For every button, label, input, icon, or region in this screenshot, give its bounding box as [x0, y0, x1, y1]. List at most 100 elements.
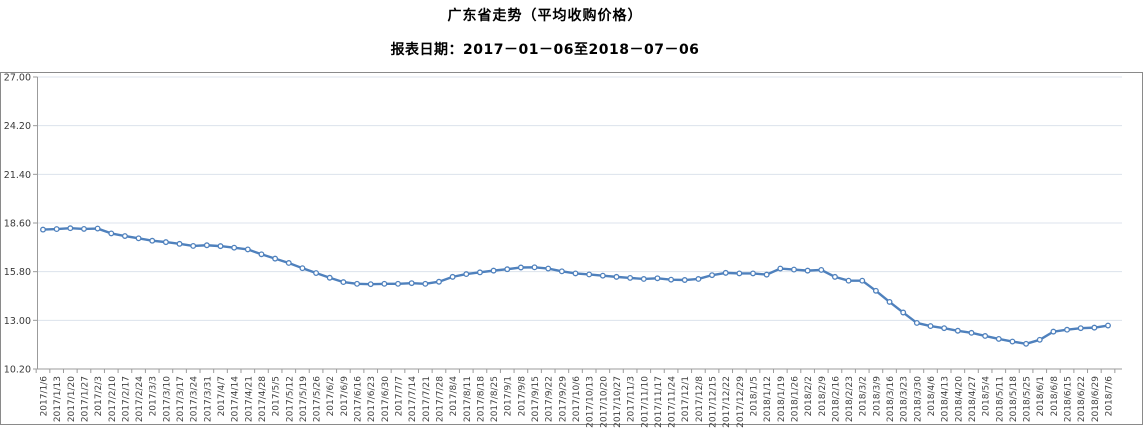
- y-axis-label: 13.00: [4, 316, 31, 327]
- data-point: [763, 271, 770, 278]
- data-point: [108, 230, 115, 237]
- data-point: [1050, 328, 1057, 335]
- x-axis-label: 2018/2/2: [804, 376, 814, 416]
- data-point: [1105, 322, 1111, 329]
- data-point: [695, 276, 702, 282]
- x-axis-label: 2018/3/16: [886, 376, 896, 422]
- x-axis-label: 2017/7/28: [435, 376, 445, 422]
- data-point: [777, 265, 784, 272]
- x-axis-label: 2018/5/11: [995, 376, 1005, 422]
- data-point: [872, 287, 879, 294]
- x-axis-label: 2017/5/26: [313, 376, 323, 422]
- data-point: [668, 276, 675, 283]
- data-point: [367, 281, 374, 288]
- x-axis-label: 2018/2/16: [831, 376, 841, 422]
- x-axis-label: 2018/2/9: [818, 376, 828, 417]
- x-axis-label: 2018/5/25: [1023, 376, 1033, 422]
- x-axis-label: 2017/8/18: [476, 376, 486, 422]
- data-point: [313, 270, 320, 277]
- x-axis-label: 2017/2/17: [121, 376, 131, 422]
- x-axis-label: 2017/6/2: [326, 376, 336, 416]
- x-axis-label: 2017/10/13: [586, 376, 596, 428]
- x-axis-label: 2018/6/1: [1036, 376, 1046, 416]
- x-axis-label: 2017/6/23: [367, 376, 377, 422]
- x-axis-label: 2017/12/22: [722, 376, 732, 428]
- x-axis-label: 2017/9/15: [531, 376, 541, 422]
- x-axis-label: 2018/6/15: [1064, 376, 1074, 422]
- data-point: [941, 325, 948, 332]
- data-point: [490, 267, 497, 274]
- y-axis-label: 21.40: [4, 170, 31, 181]
- x-axis-label: 2018/4/20: [954, 376, 964, 422]
- x-axis-label: 2017/9/1: [504, 376, 514, 416]
- x-axis-label: 2018/5/18: [1009, 376, 1019, 422]
- data-point: [845, 277, 852, 284]
- x-axis-label: 2017/8/25: [490, 376, 500, 422]
- y-axis-label: 18.60: [4, 219, 31, 230]
- x-axis-label: 2018/4/6: [927, 376, 937, 417]
- x-axis-label: 2017/12/8: [695, 376, 705, 422]
- data-point: [654, 275, 661, 282]
- data-point: [121, 233, 128, 239]
- x-axis-label: 2017/10/6: [572, 376, 582, 422]
- x-axis-label: 2018/4/27: [968, 376, 978, 422]
- data-point: [791, 266, 797, 273]
- data-point: [968, 329, 975, 336]
- chart-border: [0, 72, 1143, 425]
- data-point: [913, 319, 920, 326]
- x-axis-label: 2017/5/5: [272, 376, 282, 416]
- data-point: [558, 268, 565, 275]
- data-point: [900, 309, 907, 316]
- data-point: [326, 274, 333, 281]
- chart-title: 广东省走势（平均收购价格）: [447, 8, 643, 24]
- x-axis-label: 2017/9/8: [517, 376, 527, 417]
- data-point: [504, 266, 511, 273]
- x-axis-label: 2017/6/9: [340, 376, 350, 417]
- x-axis-label: 2018/3/23: [900, 376, 910, 422]
- data-point: [1064, 326, 1070, 333]
- data-point: [463, 271, 470, 278]
- data-point: [53, 226, 60, 233]
- data-point: [736, 270, 743, 277]
- x-axis-label: 2018/1/26: [790, 376, 800, 422]
- x-axis-label: 2017/10/20: [599, 376, 609, 428]
- x-axis-label: 2017/3/31: [203, 376, 213, 422]
- x-axis-label: 2017/4/21: [244, 376, 254, 422]
- data-point: [545, 265, 552, 272]
- y-axis-label: 15.80: [4, 267, 31, 278]
- data-point: [203, 242, 210, 249]
- x-axis-label: 2017/7/7: [395, 376, 405, 416]
- data-point: [176, 240, 183, 247]
- data-point: [831, 273, 838, 280]
- x-axis-label: 2018/6/29: [1091, 376, 1101, 422]
- x-axis-label: 2017/2/3: [94, 376, 104, 416]
- x-axis-label: 2017/12/15: [709, 376, 719, 428]
- x-axis-label: 2017/4/7: [217, 376, 227, 416]
- data-point: [572, 270, 579, 277]
- data-point: [599, 272, 606, 279]
- x-axis-label: 2017/8/11: [463, 376, 473, 422]
- data-point: [722, 269, 729, 276]
- data-point: [750, 270, 756, 277]
- data-point: [627, 274, 634, 281]
- x-axis-label: 2017/6/30: [381, 376, 391, 422]
- x-axis-label: 2017/7/21: [422, 376, 432, 422]
- data-point: [859, 277, 866, 284]
- data-point: [217, 243, 224, 250]
- data-point: [258, 251, 265, 258]
- data-point: [804, 267, 811, 274]
- data-point: [531, 264, 538, 271]
- data-point: [517, 264, 524, 271]
- data-point: [1077, 325, 1084, 332]
- data-point: [954, 327, 961, 334]
- x-axis-label: 2017/1/27: [80, 376, 90, 422]
- data-point: [476, 269, 483, 276]
- x-axis-label: 2017/6/16: [354, 376, 364, 422]
- data-point: [1091, 324, 1098, 331]
- x-axis-label: 2017/8/4: [449, 376, 459, 417]
- data-point: [586, 271, 593, 278]
- x-axis-label: 2017/4/14: [231, 376, 241, 422]
- x-axis-label: 2017/4/28: [258, 376, 268, 422]
- x-axis-label: 2017/5/12: [285, 376, 295, 422]
- x-axis-label: 2018/7/6: [1105, 376, 1115, 417]
